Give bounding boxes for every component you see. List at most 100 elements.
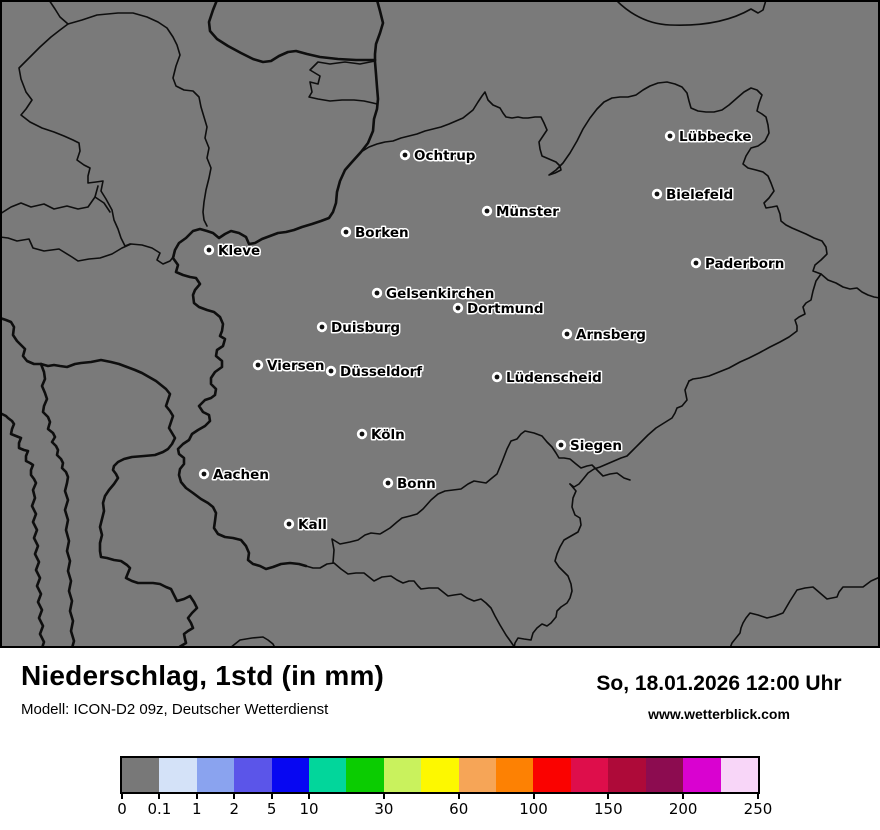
city-dot (693, 260, 699, 266)
legend-color-segment (196, 758, 235, 792)
legend-tick (270, 794, 273, 799)
city-marker: Düsseldorf (325, 363, 424, 382)
city-marker: Lübbecke (664, 128, 753, 147)
city-marker: Ochtrup (399, 147, 477, 166)
legend-tick (757, 794, 759, 799)
city-dot (255, 362, 261, 368)
legend-color-segment (159, 758, 197, 792)
city-label: Lüdenscheid (506, 370, 602, 386)
legend-colorbar (120, 756, 760, 794)
datetime-block: So, 18.01.2026 12:00 Uhr www.wetterblick… (558, 672, 880, 722)
city-marker: Bonn (382, 475, 437, 494)
city-dot (359, 431, 365, 437)
city-label: Duisburg (331, 320, 400, 336)
legend-tick (457, 794, 460, 799)
city-dot (319, 324, 325, 330)
website-label: www.wetterblick.com (648, 706, 790, 722)
city-label: Aachen (213, 467, 269, 483)
city-marker: Arnsberg (561, 326, 647, 345)
city-label: Münster (496, 204, 559, 220)
city-dot (343, 229, 349, 235)
legend-color-segment (570, 758, 609, 792)
legend-tick-label: 1 (192, 800, 202, 818)
legend-tick-label: 2 (229, 800, 239, 818)
legend-tick (607, 794, 610, 799)
legend-tick (308, 794, 311, 799)
legend-tick-label: 200 (668, 800, 698, 818)
legend-tick-label: 150 (594, 800, 623, 818)
map-background (0, 0, 880, 648)
city-dot (654, 191, 660, 197)
legend-color-segment (122, 758, 160, 792)
legend-color-segment (346, 758, 384, 792)
legend-tick (532, 794, 535, 799)
city-label: Kall (298, 517, 327, 533)
legend-tick (382, 794, 385, 799)
city-dot (201, 471, 207, 477)
legend-color-segment (496, 758, 534, 792)
precipitation-map: Ochtrup Lübbecke Bielefeld Münster Borken Kle… (0, 0, 880, 648)
city-label: Paderborn (705, 256, 784, 272)
country-state-borders (0, 0, 880, 648)
legend-tick-label: 100 (519, 800, 548, 818)
city-label: Bonn (397, 476, 436, 492)
legend-color-segment (683, 758, 721, 792)
city-dot (564, 331, 570, 337)
legend-tick-label: 60 (449, 800, 469, 818)
forecast-datetime: So, 18.01.2026 12:00 Uhr (596, 672, 842, 695)
legend-tick-label: 0 (117, 800, 127, 818)
city-dot (402, 152, 408, 158)
legend-color-segment (645, 758, 684, 792)
city-dot (667, 133, 673, 139)
legend-color-segment (309, 758, 347, 792)
city-label: Viersen (267, 358, 324, 374)
city-marker: Lüdenscheid (491, 369, 603, 388)
title-block: Niederschlag, 1std (in mm) Modell: ICON-… (21, 660, 384, 718)
city-dot (374, 290, 380, 296)
legend-tick (121, 794, 123, 799)
city-label: Borken (355, 225, 409, 241)
city-dot (494, 374, 500, 380)
city-marker: Bielefeld (651, 186, 735, 205)
legend-tick (233, 794, 236, 799)
city-label: Siegen (570, 438, 622, 454)
city-dot (484, 208, 490, 214)
city-label: Ochtrup (414, 148, 476, 164)
legend-color-segment (383, 758, 422, 792)
city-marker: Köln (356, 426, 406, 445)
model-info: Modell: ICON-D2 09z, Deutscher Wetterdie… (21, 701, 329, 719)
city-dot (328, 368, 334, 374)
legend-tick-label: 30 (374, 800, 394, 818)
city-marker: Borken (340, 224, 410, 243)
city-label: Kleve (218, 243, 260, 259)
map-title: Niederschlag, 1std (in mm) (21, 660, 385, 691)
legend-color-segment (720, 758, 758, 792)
city-label: Bielefeld (666, 187, 733, 203)
city-marker: Duisburg (316, 319, 402, 338)
city-marker: Siegen (555, 437, 623, 456)
legend-color-segment (458, 758, 497, 792)
city-label: Arnsberg (576, 327, 646, 343)
legend-tick-label: 0.1 (147, 800, 172, 818)
legend-tick (158, 794, 161, 799)
city-dot (286, 521, 292, 527)
legend-tick (682, 794, 685, 799)
map-frame (0, 0, 880, 648)
city-dot (206, 247, 212, 253)
legend-tick-label: 10 (299, 800, 319, 818)
city-label: Düsseldorf (340, 364, 422, 380)
city-label: Dortmund (467, 301, 544, 317)
legend-color-segment (533, 758, 571, 792)
city-label: Gelsenkirchen (386, 286, 494, 302)
legend-color-segment (421, 758, 459, 792)
city-label: Köln (371, 427, 405, 443)
city-dot (385, 480, 391, 486)
city-marker: Viersen (252, 357, 326, 376)
city-marker: Kleve (203, 242, 262, 261)
city-marker: Kall (283, 516, 328, 535)
city-markers-layer: Ochtrup Lübbecke Bielefeld Münster Borken Kle… (198, 128, 786, 535)
city-marker: Paderborn (690, 255, 786, 274)
legend-tick-label: 250 (743, 800, 773, 818)
legend-color-segment (608, 758, 646, 792)
